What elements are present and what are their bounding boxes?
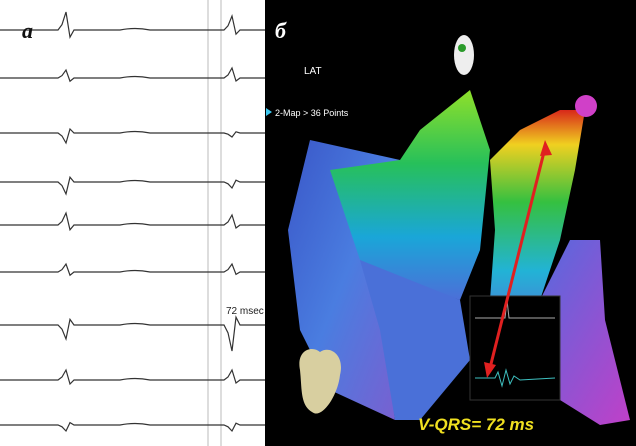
orientation-icon [458, 44, 466, 52]
figure: а 72 msec б LAT 2-Map > 36 Points V-QRS=… [0, 0, 636, 446]
panel-label: а [22, 18, 33, 43]
orientation-icon [454, 35, 474, 75]
catheter-tip [575, 95, 597, 117]
annotation: 72 msec [226, 306, 264, 317]
inset [470, 296, 560, 400]
panel-label: б [275, 18, 287, 43]
map-info: 2-Map > 36 Points [275, 108, 349, 118]
map-title: LAT [304, 66, 322, 77]
measurement: V-QRS= 72 ms [418, 415, 534, 434]
